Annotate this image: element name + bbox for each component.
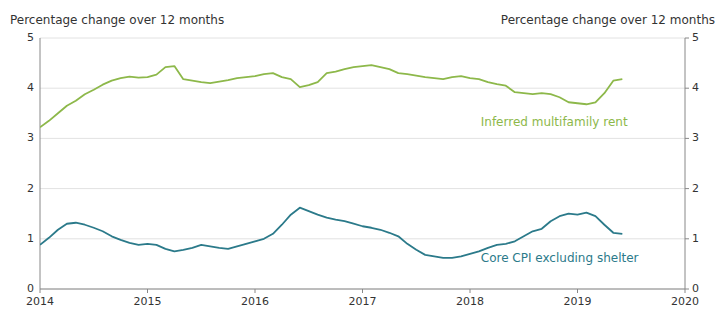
y2-axis-line [685, 38, 686, 289]
lines [40, 65, 622, 258]
x-tick [40, 289, 41, 293]
y-tick-label: 5 [27, 31, 34, 44]
y-tick-label: 4 [27, 81, 34, 94]
x-tick-label: 2017 [349, 295, 377, 308]
x-tick [147, 289, 148, 293]
y2-tick-label: 5 [692, 31, 699, 44]
x-tick [577, 289, 578, 293]
y2-axis-label: Percentage change over 12 months [501, 13, 715, 27]
y2-tick [685, 188, 689, 189]
x-tick-label: 2014 [26, 295, 54, 308]
grid-line [40, 188, 685, 189]
x-axis: 2014 2015 2016 2017 2018 2019 2020 [26, 289, 699, 308]
y2-tick-label: 2 [692, 182, 699, 195]
x-tick-label: 2015 [134, 295, 162, 308]
y2-axis: 0 1 2 3 4 5 [685, 31, 699, 295]
y-axis: 0 1 2 3 4 5 [27, 31, 40, 295]
x-tick [685, 289, 686, 293]
y2-tick [685, 88, 689, 89]
y2-tick-label: 0 [692, 282, 699, 295]
y-tick-label: 1 [27, 232, 34, 245]
y2-tick [685, 289, 689, 290]
line-label: Inferred multifamily rent [481, 115, 628, 129]
x-tick-label: 2016 [241, 295, 269, 308]
annotations: Inferred multifamily rent Core CPI exclud… [481, 115, 639, 265]
y-tick-label: 3 [27, 131, 34, 144]
grid-line [40, 138, 685, 139]
x-tick-label: 2020 [671, 295, 699, 308]
y2-tick-label: 3 [692, 131, 699, 144]
line-label: Core CPI excluding shelter [481, 251, 639, 265]
chart: 0 1 2 3 4 5 0 1 2 3 4 5 2014 2015 2016 2017 2018 2019 2020… [0, 0, 725, 319]
grid [40, 38, 685, 289]
grid-line [40, 238, 685, 239]
grid-line [40, 38, 685, 39]
grid-line [40, 88, 685, 89]
y2-tick-label: 1 [692, 232, 699, 245]
y-tick-label: 0 [27, 282, 34, 295]
y-tick-label: 2 [27, 182, 34, 195]
x-tick-label: 2019 [564, 295, 592, 308]
x-tick-label: 2018 [456, 295, 484, 308]
y-axis-line [40, 38, 41, 289]
y-axis-label: Percentage change over 12 months [10, 13, 224, 27]
y2-tick [685, 238, 689, 239]
x-tick [255, 289, 256, 293]
x-tick [470, 289, 471, 293]
y2-tick [685, 138, 689, 139]
x-tick [362, 289, 363, 293]
y2-tick [685, 38, 689, 39]
y2-tick-label: 4 [692, 81, 699, 94]
